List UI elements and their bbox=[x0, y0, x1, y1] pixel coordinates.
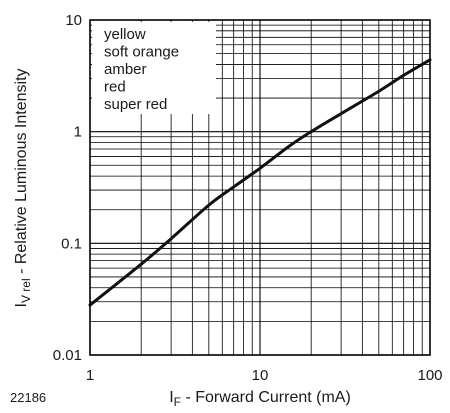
y-tick-label: 0.1 bbox=[61, 235, 82, 252]
legend-entry-soft-orange: soft orange bbox=[104, 44, 179, 61]
tick-labels: 1 10 100 0.01 0.1 1 10 bbox=[53, 12, 443, 384]
x-axis-title: IF - Forward Current (mA) bbox=[169, 389, 351, 409]
legend: yellow soft orange amber red super red bbox=[92, 22, 216, 114]
figure-id: 22186 bbox=[10, 390, 46, 405]
y-tick-label: 0.01 bbox=[53, 347, 82, 364]
plot-frame bbox=[89, 19, 431, 356]
x-tick-label: 100 bbox=[417, 367, 442, 384]
legend-entry-red: red bbox=[104, 79, 126, 96]
y-tick-label: 1 bbox=[74, 124, 82, 141]
grid bbox=[90, 20, 430, 355]
legend-entry-super-red: super red bbox=[104, 96, 167, 113]
legend-box bbox=[92, 22, 216, 114]
y-tick-label: 10 bbox=[65, 12, 82, 29]
series-line-0 bbox=[88, 58, 432, 307]
x-tick-label: 10 bbox=[252, 367, 269, 384]
x-tick-label: 1 bbox=[86, 367, 94, 384]
legend-entry-yellow: yellow bbox=[104, 26, 146, 43]
y-axis-title: IV rel - Relative Luminous Intensity bbox=[13, 68, 33, 307]
legend-entry-amber: amber bbox=[104, 61, 147, 78]
series-layer bbox=[88, 58, 432, 307]
